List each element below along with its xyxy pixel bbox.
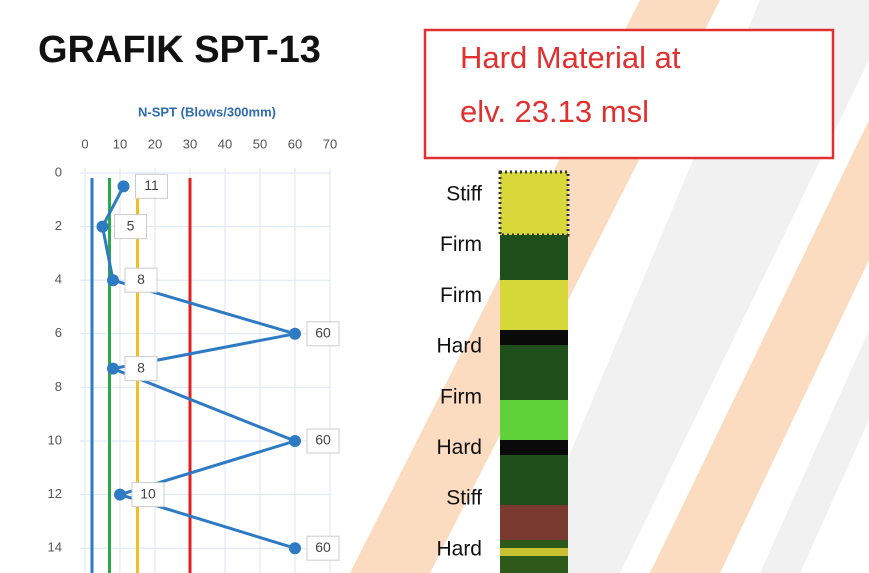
y-tick-label: 4 <box>55 272 62 287</box>
x-tick-label: 0 <box>81 136 88 151</box>
soil-label: Hard <box>436 436 482 459</box>
x-tick-label: 40 <box>218 136 232 151</box>
data-label-box <box>306 321 340 347</box>
annotation-box <box>423 28 835 160</box>
data-label: 60 <box>315 432 331 448</box>
data-label: 60 <box>315 539 331 555</box>
data-label-box <box>124 267 158 293</box>
data-label: 10 <box>140 485 156 501</box>
data-label: 8 <box>137 271 145 287</box>
y-tick-label: 10 <box>48 432 62 447</box>
data-point <box>107 274 119 287</box>
annotation: Hard Material at <box>460 40 681 75</box>
x-tick-label: 70 <box>323 136 337 151</box>
data-point <box>289 327 301 340</box>
data-label: 5 <box>127 217 135 233</box>
y-tick-label: 8 <box>55 379 62 394</box>
x-tick-label: 50 <box>253 136 267 151</box>
soil-label: Firm <box>440 233 482 256</box>
x-tick-label: 30 <box>183 136 197 151</box>
data-label: 60 <box>315 325 331 341</box>
soil-column <box>498 170 570 573</box>
data-label: 8 <box>137 359 145 375</box>
data-label-box <box>124 356 158 382</box>
data-label-box <box>306 535 340 561</box>
data-point <box>107 362 119 375</box>
data-label-box <box>306 428 340 454</box>
data-label-box <box>135 173 168 199</box>
y-tick-label: 6 <box>55 325 62 340</box>
chart-title: GRAFIK SPT-13 <box>38 29 321 71</box>
data-label: 11 <box>144 177 159 193</box>
data-point <box>289 542 301 555</box>
annotation: elv. 23.13 msl <box>460 94 649 129</box>
x-tick-label: 20 <box>148 136 162 151</box>
x-tick-label: 60 <box>288 136 302 151</box>
data-point <box>117 180 130 193</box>
y-tick-label: 2 <box>55 218 62 233</box>
soil-label: Stiff <box>446 487 482 510</box>
data-label-box <box>114 214 147 240</box>
soil-label: Firm <box>440 385 482 408</box>
soil-label: Hard <box>436 537 482 560</box>
soil-label: Firm <box>440 284 482 307</box>
data-point <box>114 488 126 501</box>
data-label-box <box>131 482 165 508</box>
soil-label: Hard <box>436 335 482 358</box>
data-point <box>96 220 109 233</box>
soil-label: Stiff <box>446 183 482 206</box>
y-tick-label: 14 <box>48 540 62 555</box>
x-axis-title: N-SPT (Blows/300mm) <box>138 104 276 119</box>
data-point <box>289 435 301 447</box>
y-tick-label: 0 <box>55 164 62 179</box>
x-tick-label: 10 <box>113 136 127 151</box>
y-tick-label: 12 <box>48 486 62 501</box>
